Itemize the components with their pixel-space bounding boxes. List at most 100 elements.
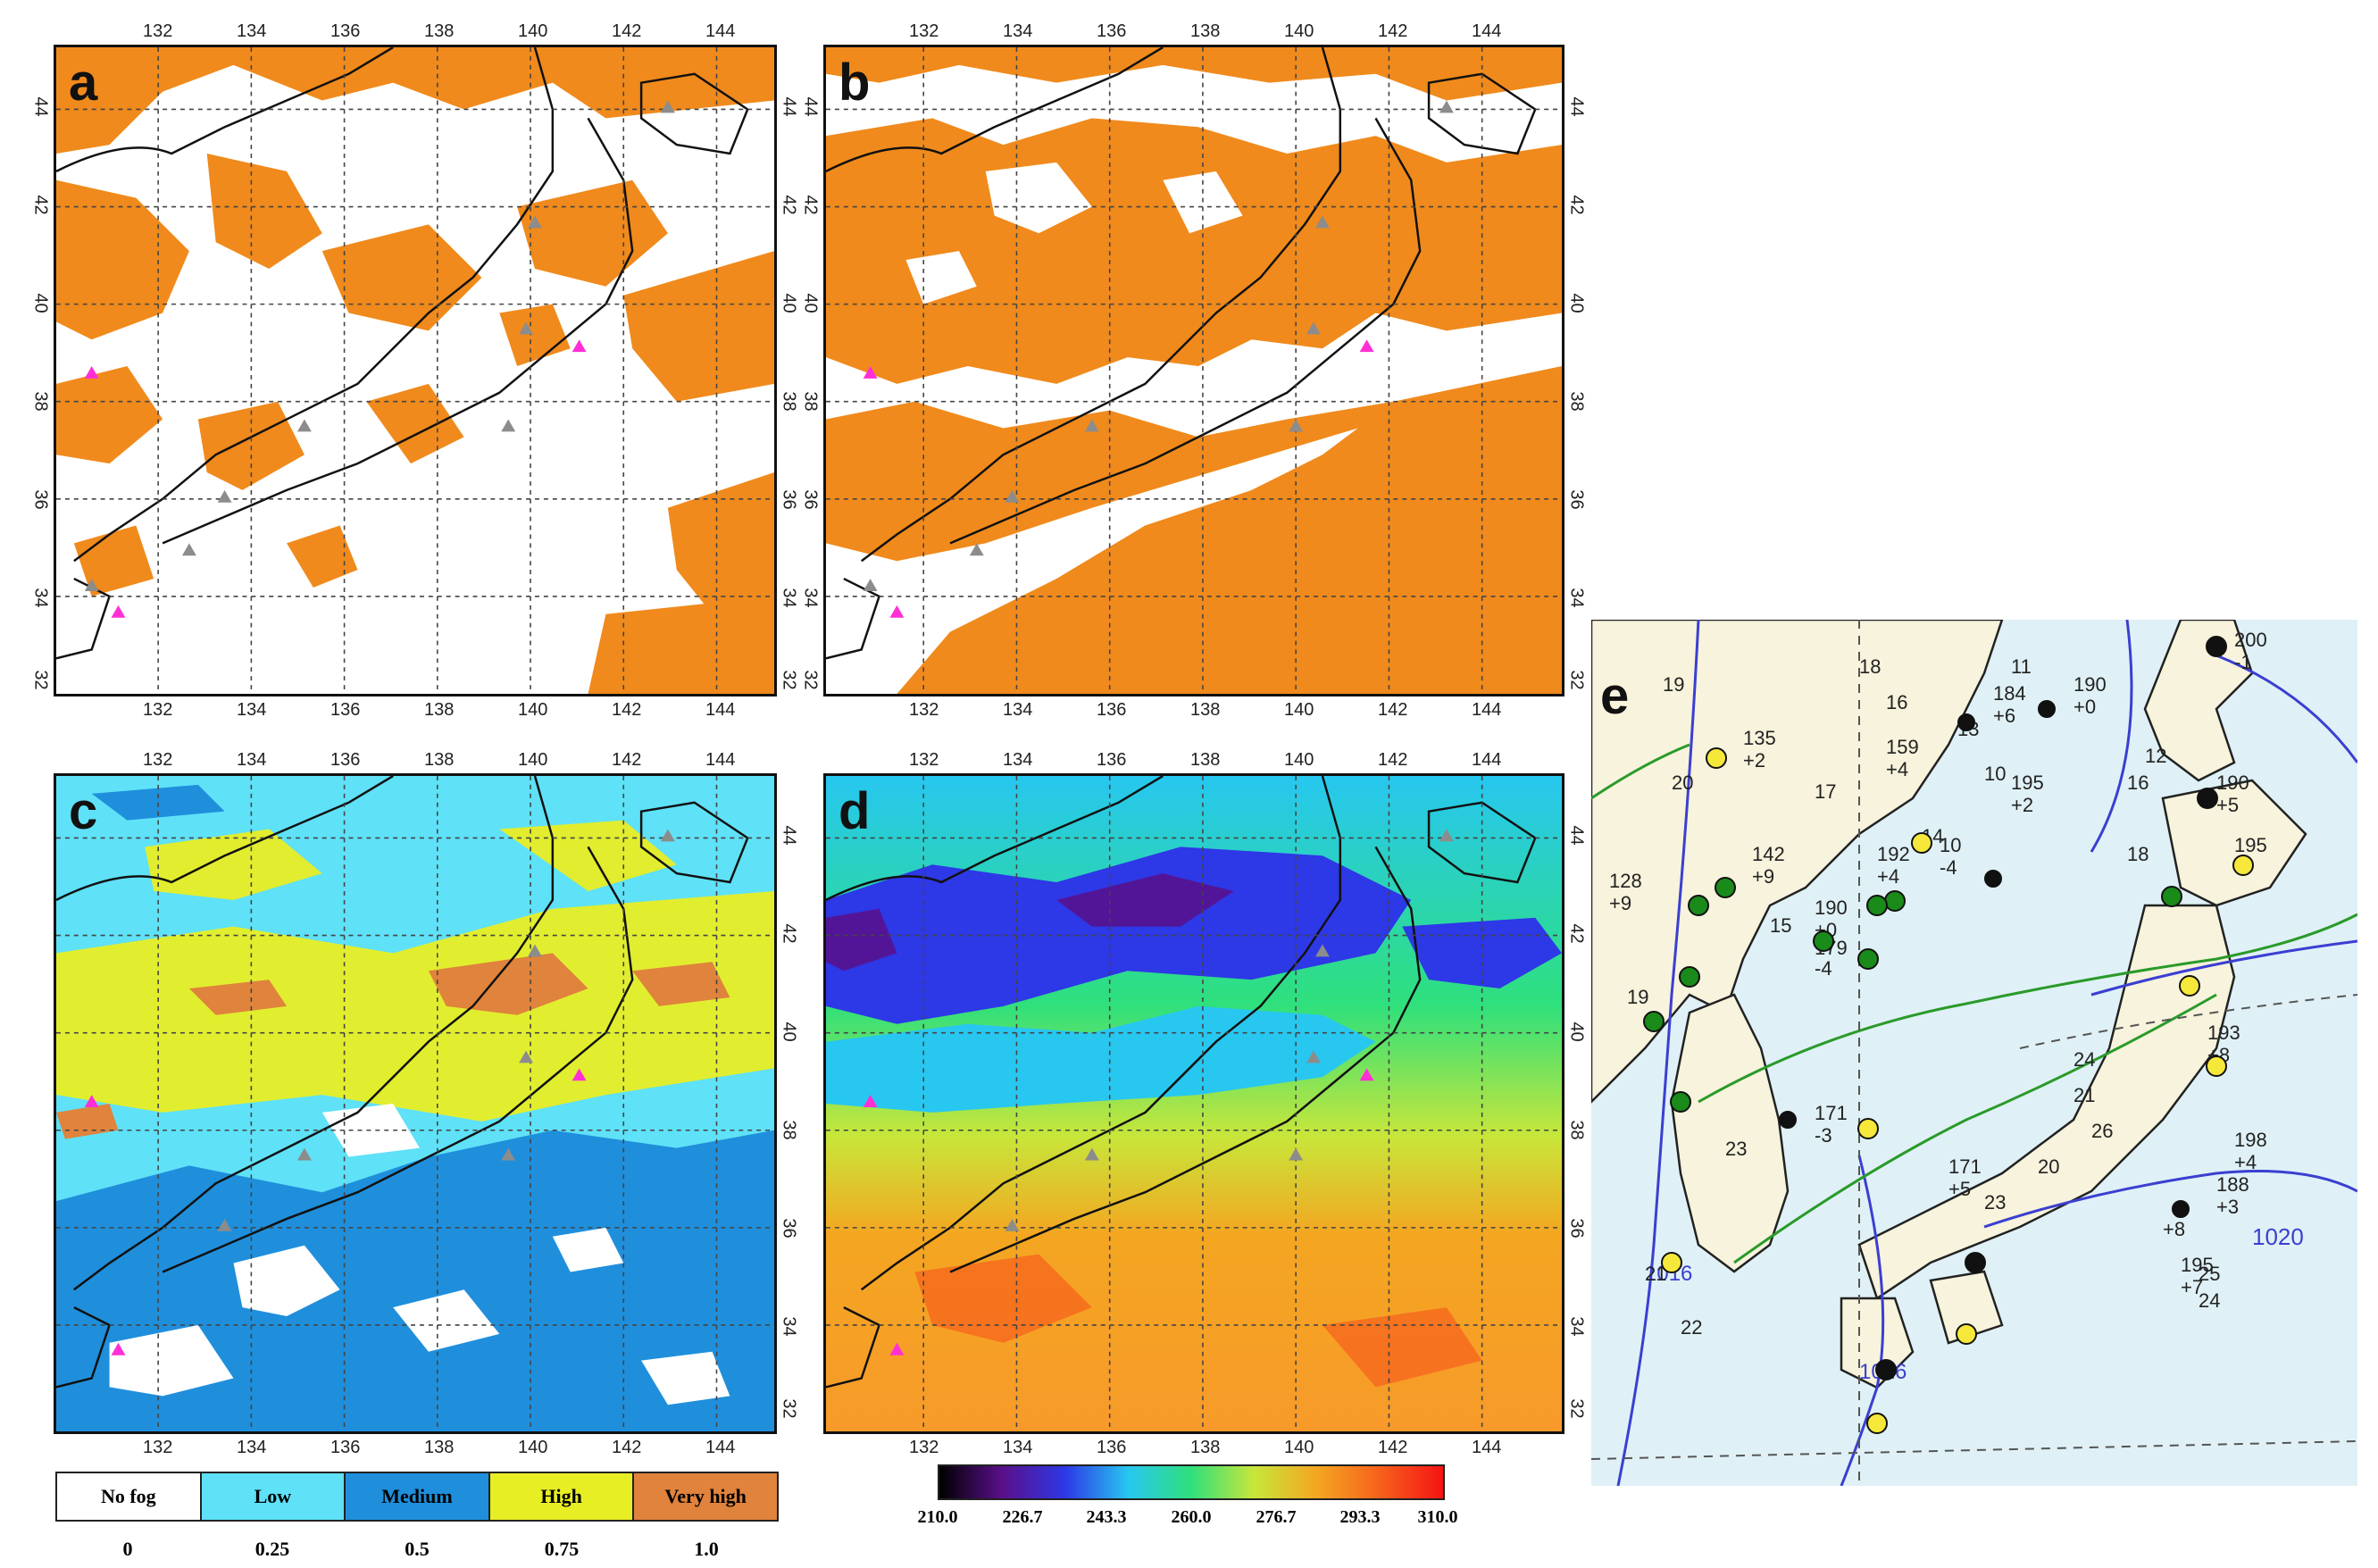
panel-label: c bbox=[69, 782, 98, 840]
tick-label: 134 bbox=[237, 700, 267, 720]
colorbar-value: 243.3 bbox=[1086, 1507, 1127, 1527]
panel-label: b bbox=[839, 54, 871, 112]
tick-label: 142 bbox=[612, 21, 642, 41]
tick-label: 42 bbox=[800, 195, 821, 215]
tick-label: 136 bbox=[330, 750, 361, 770]
station-value: +4 bbox=[1877, 865, 1899, 888]
station-value: -1 bbox=[2234, 651, 2252, 673]
tick-label: 36 bbox=[779, 1218, 799, 1239]
station-value: 195 bbox=[2181, 1254, 2214, 1276]
station-value: +4 bbox=[1886, 758, 1908, 780]
temperature-label: 24 bbox=[2199, 1289, 2220, 1312]
fog-legend-values: 0 0.25 0.5 0.75 1.0 bbox=[55, 1538, 779, 1564]
station-value: +2 bbox=[1743, 749, 1765, 771]
fog-detection-map-a bbox=[56, 47, 774, 694]
tick-label: 132 bbox=[909, 750, 939, 770]
map-panel-b: b bbox=[823, 45, 1564, 696]
station-value: 184 bbox=[1993, 682, 2026, 705]
tick-label: 32 bbox=[1566, 670, 1587, 690]
tick-label: 142 bbox=[1378, 1438, 1408, 1457]
tick-label: 134 bbox=[1003, 1438, 1033, 1457]
tick-label: 138 bbox=[424, 21, 455, 41]
lon-ticks-top-a: 132 134 136 138 140 142 144 bbox=[54, 21, 777, 43]
station-value: 135 bbox=[1743, 727, 1776, 749]
tick-label: 144 bbox=[705, 700, 736, 720]
legend-value: 0.25 bbox=[254, 1538, 290, 1560]
temperature-label: 20 bbox=[1672, 771, 1693, 794]
tick-label: 32 bbox=[800, 670, 821, 690]
map-panel-c: c bbox=[54, 773, 777, 1434]
tick-label: 138 bbox=[1190, 1438, 1221, 1457]
brightness-temperature-map-d bbox=[826, 776, 1562, 1431]
tick-label: 142 bbox=[612, 700, 642, 720]
station-value: 159 bbox=[1886, 736, 1919, 758]
tick-label: 142 bbox=[1378, 21, 1408, 41]
temperature-label: 23 bbox=[1725, 1138, 1747, 1160]
colorbar-value: 226.7 bbox=[1002, 1507, 1043, 1527]
tick-label: 138 bbox=[1190, 700, 1221, 720]
tick-label: 134 bbox=[237, 1438, 267, 1457]
lat-ticks-right-c: 44 42 40 38 36 34 32 bbox=[779, 773, 800, 1434]
tick-label: 38 bbox=[800, 391, 821, 412]
tick-label: 40 bbox=[1566, 293, 1587, 313]
tick-label: 38 bbox=[1566, 1120, 1587, 1140]
tick-label: 42 bbox=[779, 923, 799, 944]
tick-label: 144 bbox=[705, 750, 736, 770]
colorbar-value: 310.0 bbox=[1417, 1507, 1458, 1527]
panel-label: a bbox=[69, 54, 98, 112]
tick-label: 134 bbox=[1003, 700, 1033, 720]
tick-label: 142 bbox=[1378, 700, 1408, 720]
tick-label: 36 bbox=[779, 489, 799, 510]
tick-label: 44 bbox=[1566, 96, 1587, 117]
station-value: 198 bbox=[2234, 1129, 2267, 1151]
legend-no-fog: No fog bbox=[57, 1473, 202, 1520]
station-value: 171 bbox=[1815, 1102, 1848, 1124]
panel-label: d bbox=[839, 782, 871, 840]
colorbar-value: 293.3 bbox=[1339, 1507, 1381, 1527]
tick-label: 44 bbox=[800, 96, 821, 117]
tick-label: 132 bbox=[909, 700, 939, 720]
station-value: -4 bbox=[1940, 856, 1957, 879]
station-value: +4 bbox=[2234, 1151, 2257, 1173]
lon-ticks-bottom-b: 132 134 136 138 140 142 144 bbox=[823, 700, 1564, 721]
temperature-label: 16 bbox=[2127, 771, 2149, 794]
temperature-label: 22 bbox=[1681, 1316, 1702, 1339]
tick-label: 38 bbox=[1566, 391, 1587, 412]
temperature-label: 26 bbox=[2091, 1120, 2113, 1142]
tick-label: 40 bbox=[779, 293, 799, 313]
tick-label: 136 bbox=[1097, 1438, 1127, 1457]
station-value: +9 bbox=[1752, 865, 1774, 888]
temperature-label: 25 bbox=[2199, 1263, 2220, 1285]
lon-ticks-bottom-d: 132 134 136 138 140 142 144 bbox=[823, 1438, 1564, 1459]
station-value: -4 bbox=[1815, 957, 1832, 980]
temperature-label: 21 bbox=[2073, 1084, 2095, 1106]
temperature-label: 24 bbox=[2073, 1048, 2095, 1071]
temperature-label: 17 bbox=[1815, 780, 1836, 803]
colorbar-values: 210.0 226.7 243.3 260.0 276.7 293.3 310.… bbox=[918, 1507, 1458, 1534]
tick-label: 44 bbox=[1566, 825, 1587, 846]
tick-label: 144 bbox=[705, 21, 736, 41]
tick-label: 134 bbox=[1003, 750, 1033, 770]
surface-weather-chart: 1020 10 16 10 16 135 +2 142 +9 128 +9 159 … bbox=[1591, 620, 2357, 1486]
lat-ticks-left-a: 44 42 40 38 36 34 32 bbox=[30, 45, 52, 696]
tick-label: 38 bbox=[30, 391, 51, 412]
tick-label: 34 bbox=[1566, 1316, 1587, 1337]
tick-label: 140 bbox=[518, 700, 548, 720]
lon-ticks-bottom-c: 132 134 136 138 140 142 144 bbox=[54, 1438, 777, 1459]
tick-label: 42 bbox=[1566, 923, 1587, 944]
station-value: +7 bbox=[2181, 1276, 2203, 1298]
tick-label: 38 bbox=[779, 1120, 799, 1140]
tick-label: 140 bbox=[1284, 21, 1314, 41]
station-value: 190 bbox=[2216, 771, 2249, 794]
temperature-label: 18 bbox=[1859, 655, 1881, 678]
temperature-label: 15 bbox=[1770, 914, 1791, 937]
tick-label: 40 bbox=[30, 293, 51, 313]
station-values: 135 +2 142 +9 128 +9 159 +4 195 +2 184 +… bbox=[1609, 629, 2267, 1298]
legend-low: Low bbox=[201, 1473, 346, 1520]
weather-chart-panel-e: 1020 10 16 10 16 135 +2 142 +9 128 +9 159 … bbox=[1591, 620, 2357, 1486]
tick-label: 44 bbox=[779, 825, 799, 846]
tick-label: 42 bbox=[1566, 195, 1587, 215]
tick-label: 44 bbox=[779, 96, 799, 117]
isobar-label: 1020 bbox=[2252, 1223, 2304, 1250]
station-value: 190 bbox=[2073, 673, 2107, 696]
